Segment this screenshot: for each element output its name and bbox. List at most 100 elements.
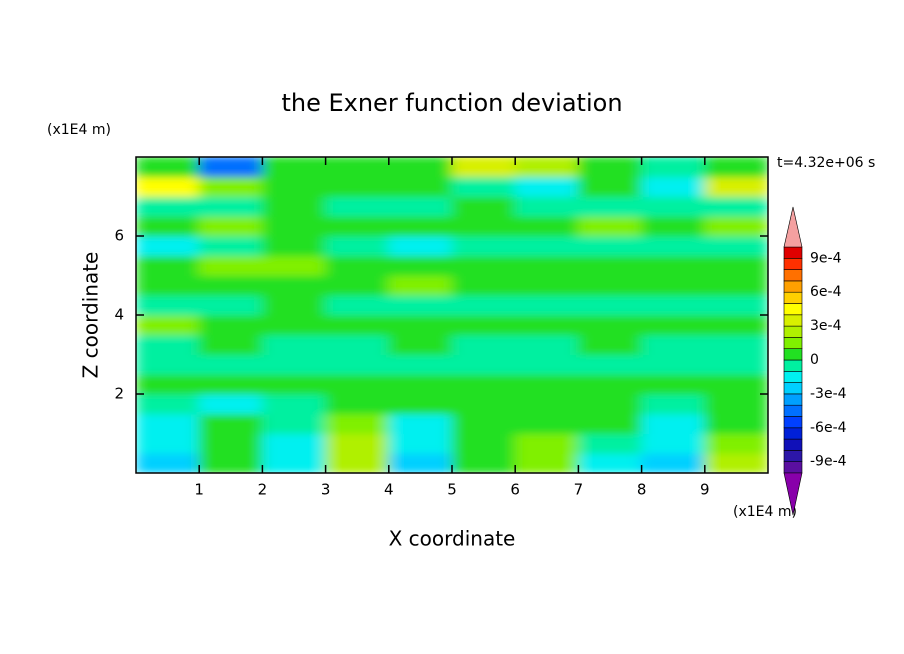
colorbar-tick-label: 6e-4 bbox=[810, 284, 842, 300]
contour-cell bbox=[198, 235, 263, 257]
contour-cell bbox=[641, 235, 706, 257]
contour-cell bbox=[514, 452, 579, 473]
contour-cell bbox=[198, 157, 263, 178]
contour-cell bbox=[136, 452, 200, 473]
contour-cell bbox=[325, 393, 390, 415]
contour-cell bbox=[451, 373, 516, 395]
contour-cell bbox=[641, 215, 706, 237]
contour-cell bbox=[198, 334, 263, 355]
contour-cell bbox=[514, 433, 579, 454]
contour-cell bbox=[641, 294, 706, 316]
contour-cell bbox=[451, 157, 516, 178]
contour-cell bbox=[704, 235, 768, 257]
x-tick-label: 1 bbox=[194, 481, 204, 499]
contour-cell bbox=[261, 196, 327, 217]
y-unit-label: (x1E4 m) bbox=[47, 122, 111, 138]
colorbar-tick-label: 3e-4 bbox=[810, 318, 842, 334]
contour-cell bbox=[704, 157, 768, 178]
contour-cell bbox=[325, 176, 390, 197]
contour-cell bbox=[451, 334, 516, 355]
x-tick-label: 9 bbox=[700, 481, 710, 499]
contour-cell bbox=[388, 393, 453, 415]
colorbar-box bbox=[783, 393, 803, 406]
contour-cell bbox=[641, 157, 706, 178]
contour-cell bbox=[577, 452, 643, 473]
x-tick-label: 8 bbox=[637, 481, 647, 499]
colorbar-box bbox=[783, 269, 803, 282]
contour-cell bbox=[704, 452, 768, 473]
colorbar-box bbox=[783, 257, 803, 270]
x-tick-label: 6 bbox=[510, 481, 520, 499]
contour-cell bbox=[451, 275, 516, 296]
contour-cell bbox=[198, 393, 263, 415]
contour-cell bbox=[261, 157, 327, 178]
contour-cell bbox=[325, 235, 390, 257]
contour-cell bbox=[388, 433, 453, 454]
contour-cell bbox=[325, 354, 390, 375]
contour-cell bbox=[641, 176, 706, 197]
colorbar-box bbox=[783, 416, 803, 429]
contour-cell bbox=[577, 314, 643, 336]
contour-cell bbox=[514, 314, 579, 336]
contour-cell bbox=[388, 235, 453, 257]
contour-cell bbox=[514, 255, 579, 276]
contour-cell bbox=[261, 334, 327, 355]
contour-cell bbox=[514, 413, 579, 434]
contour-cell bbox=[388, 452, 453, 473]
contour-cell bbox=[325, 294, 390, 316]
contour-cell bbox=[577, 157, 643, 178]
contour-cell bbox=[198, 294, 263, 316]
contour-cell bbox=[325, 452, 390, 473]
contour-cell bbox=[704, 215, 768, 237]
colorbar-box bbox=[783, 359, 803, 372]
colorbar: 9e-4 6e-4 3e-4 0 -3e-4 -6e-4 -9e-4 bbox=[783, 206, 847, 516]
contour-cell bbox=[514, 196, 579, 217]
contour-cell bbox=[136, 176, 200, 197]
contour-cell bbox=[261, 354, 327, 375]
contour-cell bbox=[198, 452, 263, 473]
contour-cell bbox=[388, 176, 453, 197]
contour-cell bbox=[577, 393, 643, 415]
contour-cell bbox=[136, 157, 200, 178]
y-tick-label: 4 bbox=[114, 306, 124, 324]
colorbar-box bbox=[783, 461, 803, 474]
contour-cell bbox=[388, 413, 453, 434]
contour-cell bbox=[325, 215, 390, 237]
colorbar-box bbox=[783, 291, 803, 304]
contour-cell bbox=[577, 294, 643, 316]
contour-cell bbox=[641, 433, 706, 454]
contour-cell bbox=[388, 373, 453, 395]
contour-cell bbox=[451, 255, 516, 276]
contour-cell bbox=[451, 196, 516, 217]
contour-cell bbox=[577, 196, 643, 217]
contour-cell bbox=[514, 294, 579, 316]
colorbar-box bbox=[783, 314, 803, 327]
contour-cell bbox=[577, 275, 643, 296]
contour-cell bbox=[577, 433, 643, 454]
contour-cell bbox=[136, 294, 200, 316]
x-tick-label: 7 bbox=[574, 481, 584, 499]
colorbar-box bbox=[783, 246, 803, 259]
contour-cell bbox=[198, 176, 263, 197]
contour-cell bbox=[136, 275, 200, 296]
colorbar-tick-label: -6e-4 bbox=[810, 420, 847, 436]
contour-cell bbox=[577, 255, 643, 276]
contour-cell bbox=[198, 215, 263, 237]
colorbar-over bbox=[783, 206, 803, 248]
contour-cell bbox=[261, 215, 327, 237]
contour-cell bbox=[198, 275, 263, 296]
contour-cell bbox=[577, 413, 643, 434]
contour-cell bbox=[641, 314, 706, 336]
contour-cell bbox=[514, 275, 579, 296]
contour-cell bbox=[451, 314, 516, 336]
contour-cell bbox=[704, 255, 768, 276]
contour-cell bbox=[641, 196, 706, 217]
contour-cell bbox=[261, 413, 327, 434]
contour-cell bbox=[641, 255, 706, 276]
colorbar-box bbox=[783, 450, 803, 462]
colorbar-box bbox=[783, 427, 803, 440]
contour-cell bbox=[451, 413, 516, 434]
contour-cell bbox=[704, 314, 768, 336]
contour-cell bbox=[514, 334, 579, 355]
contour-cell bbox=[136, 433, 200, 454]
